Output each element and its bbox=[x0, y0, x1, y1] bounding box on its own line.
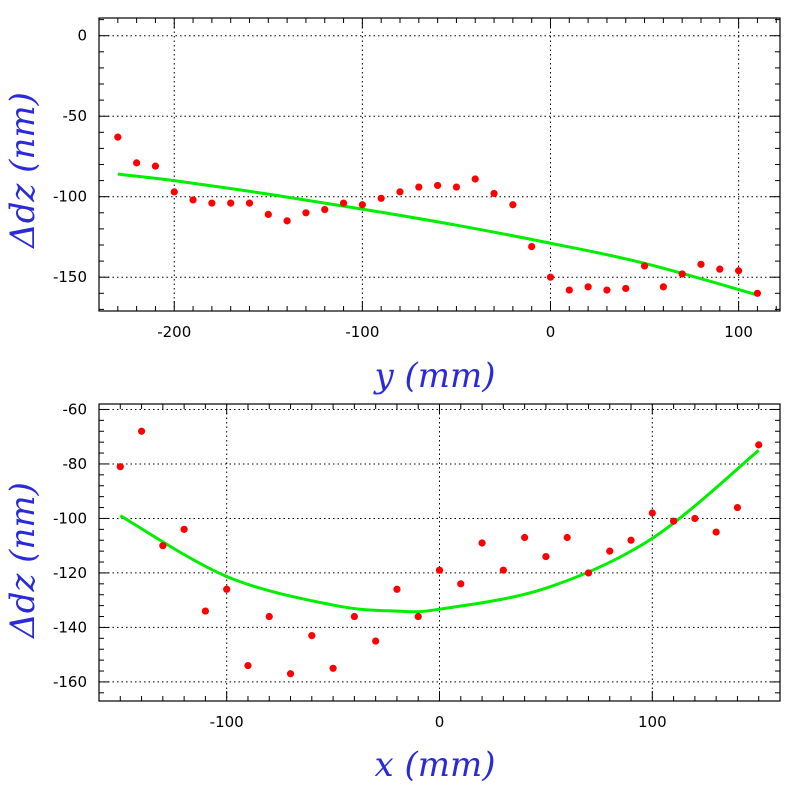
data-point bbox=[457, 580, 465, 588]
plot-frame bbox=[98, 403, 781, 702]
data-point bbox=[265, 612, 273, 621]
data-point bbox=[286, 670, 295, 678]
y-axis-label: Δdz (nm) bbox=[3, 92, 43, 250]
data-point bbox=[137, 427, 146, 435]
data-point bbox=[471, 175, 479, 183]
y-tick-label: -60 bbox=[63, 400, 88, 418]
data-point bbox=[223, 585, 231, 593]
x-tick-label: 0 bbox=[435, 713, 445, 731]
data-point bbox=[170, 188, 178, 196]
data-point bbox=[189, 196, 197, 204]
data-point bbox=[478, 539, 486, 547]
data-point bbox=[452, 183, 461, 191]
data-point bbox=[546, 273, 555, 281]
y-axis-label: Δdz (nm) bbox=[3, 482, 43, 640]
data-point bbox=[180, 525, 188, 533]
data-point bbox=[490, 189, 498, 198]
data-point bbox=[245, 199, 254, 207]
x-tick-label: 0 bbox=[546, 323, 556, 341]
data-point bbox=[755, 441, 763, 449]
data-point bbox=[691, 514, 699, 523]
data-point bbox=[528, 243, 536, 251]
data-point bbox=[606, 547, 614, 555]
data-point bbox=[733, 503, 742, 512]
data-point bbox=[372, 637, 380, 645]
data-point bbox=[244, 661, 252, 670]
fit-curve bbox=[119, 449, 760, 614]
chart-bottom-dz-vs-x: -100 0 100 -60 -80 -100 -120 -140 -160 x (mm) Δdz … bbox=[3, 400, 781, 785]
data-point bbox=[208, 199, 216, 207]
data-point bbox=[339, 199, 348, 207]
y-tick-label: -160 bbox=[53, 673, 87, 691]
data-point bbox=[521, 533, 529, 542]
y-tick-label: -80 bbox=[63, 455, 88, 473]
data-point bbox=[697, 260, 705, 268]
x-tick-label: -100 bbox=[210, 713, 244, 731]
data-point bbox=[264, 210, 272, 219]
y-tick-label: -100 bbox=[53, 509, 87, 527]
y-tick-label: -50 bbox=[63, 107, 88, 125]
data-point bbox=[542, 552, 550, 561]
y-tick-label: -100 bbox=[53, 188, 87, 206]
data-point bbox=[627, 536, 635, 544]
data-point bbox=[133, 159, 141, 167]
data-point bbox=[393, 585, 401, 593]
x-tick-label: 100 bbox=[724, 323, 753, 341]
data-point bbox=[116, 463, 124, 471]
data-point bbox=[659, 283, 667, 291]
data-point bbox=[716, 265, 724, 273]
data-point bbox=[669, 517, 678, 525]
data-point bbox=[584, 283, 592, 291]
data-point bbox=[603, 286, 611, 294]
data-point bbox=[308, 632, 316, 640]
data-point bbox=[396, 188, 404, 196]
data-point bbox=[302, 209, 310, 217]
x-tick-label: 100 bbox=[638, 713, 667, 731]
data-point bbox=[712, 528, 720, 536]
x-axis-label: x (mm) bbox=[375, 745, 496, 785]
data-point bbox=[114, 133, 122, 141]
data-point bbox=[735, 267, 743, 275]
data-point bbox=[321, 205, 329, 214]
data-point bbox=[415, 183, 423, 191]
data-point bbox=[499, 566, 507, 574]
data-point bbox=[201, 607, 210, 615]
data-point bbox=[377, 194, 385, 202]
data-point bbox=[565, 286, 573, 294]
data-point bbox=[753, 289, 762, 297]
data-point bbox=[434, 181, 442, 190]
x-tick-label: -200 bbox=[157, 323, 191, 341]
chart-top-dz-vs-y: -200 -100 0 100 0 -50 -100 -150 y (mm) Δdz (nm) bbox=[3, 17, 781, 396]
data-point bbox=[640, 262, 649, 270]
y-tick-label: -120 bbox=[53, 564, 87, 582]
y-tick-label: -140 bbox=[53, 618, 87, 636]
data-point bbox=[414, 612, 422, 621]
data-point bbox=[563, 533, 571, 542]
data-point bbox=[509, 201, 517, 209]
data-point bbox=[151, 162, 160, 170]
data-point bbox=[678, 270, 686, 278]
data-point bbox=[435, 566, 444, 574]
y-tick-label: -150 bbox=[53, 268, 87, 286]
data-point bbox=[622, 284, 630, 293]
data-point bbox=[159, 542, 167, 550]
data-point bbox=[227, 199, 235, 207]
data-point bbox=[584, 569, 593, 577]
data-point bbox=[648, 509, 656, 517]
data-point bbox=[283, 217, 291, 225]
y-tick-label: 0 bbox=[77, 27, 87, 45]
x-tick-label: -100 bbox=[345, 323, 379, 341]
data-point bbox=[358, 201, 366, 209]
x-axis-label: y (mm) bbox=[372, 356, 495, 396]
data-point bbox=[329, 664, 337, 672]
plot-frame bbox=[98, 17, 781, 312]
data-point bbox=[350, 612, 358, 621]
